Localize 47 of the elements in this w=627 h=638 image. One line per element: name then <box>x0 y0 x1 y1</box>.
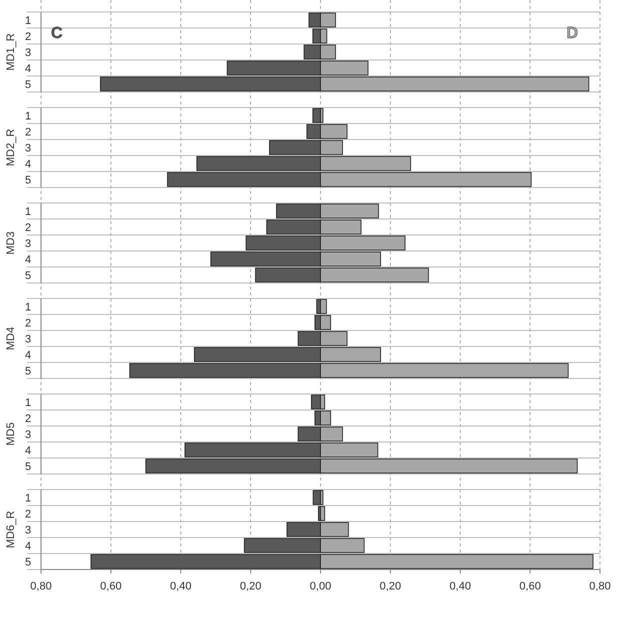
y-axis-title: MD4 <box>5 326 17 350</box>
x-tick-label: 0,80 <box>30 580 52 592</box>
x-tick-label: 0,00 <box>310 580 332 592</box>
y-tick-label: 3 <box>24 429 32 441</box>
y-tick-label: 5 <box>24 270 32 282</box>
y-tick-label: 1 <box>24 15 32 27</box>
y-tick-label: 5 <box>24 366 32 378</box>
y-tick-label: 3 <box>24 238 32 250</box>
y-tick-label: 5 <box>24 556 32 568</box>
y-axis-title: MD5 <box>5 422 17 446</box>
x-tick-label: 0,60 <box>519 580 541 592</box>
y-tick-label: 2 <box>24 508 32 520</box>
y-tick-label: 4 <box>24 540 32 552</box>
y-axis-title: MD1_R <box>5 33 17 71</box>
y-tick-label: 3 <box>24 524 32 536</box>
y-axis-title: MD6_R <box>5 510 17 548</box>
x-tick-label: 0,20 <box>380 580 402 592</box>
y-tick-label: 3 <box>24 47 32 59</box>
y-tick-label: 1 <box>24 206 32 218</box>
y-tick-label: 4 <box>24 254 32 266</box>
x-tick-label: 0,40 <box>170 580 192 592</box>
y-axis-title: MD2_R <box>5 128 17 166</box>
y-tick-label: 2 <box>24 31 32 43</box>
y-tick-label: 4 <box>24 158 32 170</box>
x-tick-label: 0,40 <box>450 580 471 592</box>
y-tick-label: 2 <box>24 126 32 138</box>
text: C <box>51 25 63 42</box>
x-tick-label: 0,80 <box>589 580 611 592</box>
x-tick-label: 0,60 <box>100 580 122 592</box>
y-tick-label: 2 <box>24 413 32 425</box>
y-tick-label: 1 <box>24 492 32 504</box>
y-tick-label: 3 <box>24 334 32 346</box>
y-tick-label: 5 <box>24 79 32 91</box>
y-tick-label: 4 <box>24 445 32 457</box>
y-tick-label: 1 <box>24 302 32 314</box>
y-tick-label: 1 <box>24 397 32 409</box>
x-tick-label: 0,20 <box>240 580 262 592</box>
y-axis-title: MD3 <box>5 231 17 255</box>
y-tick-label: 5 <box>24 174 32 186</box>
y-tick-label: 1 <box>24 110 32 122</box>
y-tick-label: 4 <box>24 350 32 362</box>
y-tick-label: 2 <box>24 318 32 330</box>
y-tick-label: 4 <box>24 63 32 75</box>
y-tick-label: 2 <box>24 222 32 234</box>
y-tick-label: 3 <box>24 142 32 154</box>
y-tick-label: 5 <box>24 461 32 473</box>
text: D <box>566 25 578 42</box>
